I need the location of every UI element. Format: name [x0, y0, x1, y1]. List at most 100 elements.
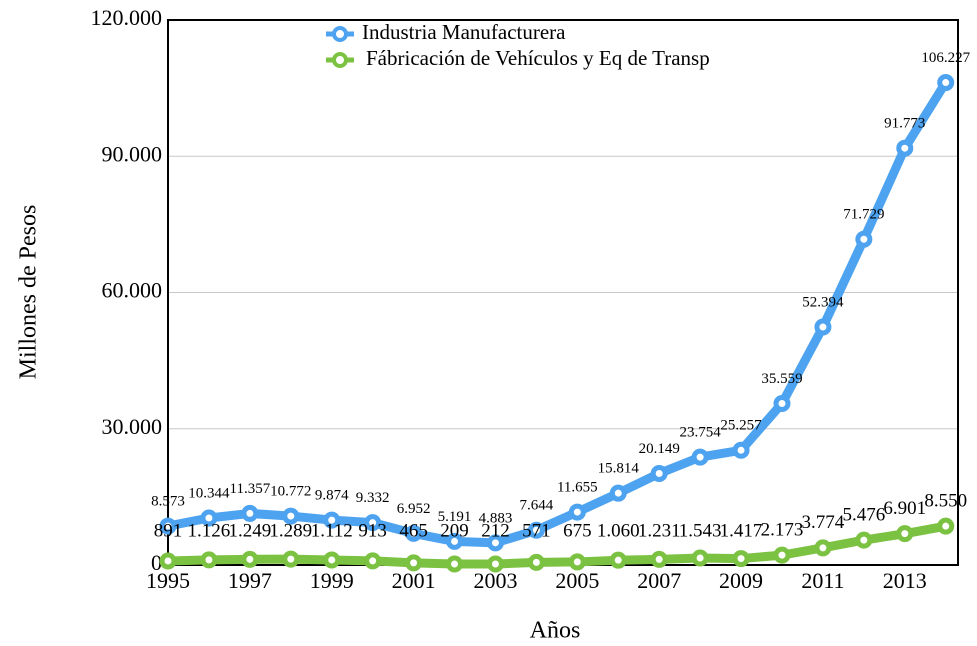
data-label: 35.559 [761, 371, 802, 387]
data-label: 9.332 [356, 490, 390, 506]
data-label: 8.573 [151, 494, 185, 510]
data-label: 913 [358, 520, 387, 541]
data-point [609, 484, 627, 502]
x-tick-label: 2001 [392, 568, 436, 593]
y-tick-label: 60.000 [102, 278, 163, 303]
data-point [855, 531, 873, 549]
y-tick-label: 0 [151, 550, 162, 575]
data-point [691, 448, 709, 466]
data-point [568, 553, 586, 571]
x-tick-label: 2005 [555, 568, 599, 593]
data-label: 2.173 [761, 519, 804, 540]
data-label: 11.655 [557, 480, 598, 496]
data-point [773, 546, 791, 564]
data-point [937, 517, 955, 535]
data-label: 891 [154, 520, 183, 541]
data-label: 20.149 [639, 441, 680, 457]
y-tick-label: 120.000 [91, 5, 163, 30]
data-label: 52.394 [802, 294, 844, 310]
data-point [814, 318, 832, 336]
data-point [323, 511, 341, 529]
data-point [855, 230, 873, 248]
data-point [486, 534, 504, 552]
data-point [200, 551, 218, 569]
data-point [773, 395, 791, 413]
data-label: 3.774 [802, 512, 845, 533]
legend-label: Fábricación de Vehículos y Eq de Transp [366, 46, 710, 70]
data-label: 106.227 [921, 50, 970, 66]
data-point [732, 441, 750, 459]
data-label: 8.550 [924, 491, 967, 512]
x-tick-label: 1997 [228, 568, 272, 593]
data-point [896, 525, 914, 543]
data-label: 6.901 [883, 498, 926, 519]
data-label: 25.257 [720, 418, 762, 434]
legend-label: Industria Manufacturera [362, 20, 566, 44]
x-tick-label: 1999 [310, 568, 354, 593]
data-label: 1.543 [679, 520, 722, 541]
data-point [732, 550, 750, 568]
data-label: 675 [563, 520, 592, 541]
data-point [568, 503, 586, 521]
data-label: 15.814 [598, 461, 640, 477]
data-label: 4.883 [479, 510, 513, 526]
data-label: 571 [522, 520, 551, 541]
data-label: 10.344 [188, 485, 230, 501]
data-label: 7.644 [520, 498, 554, 514]
data-point [896, 139, 914, 157]
data-label: 6.952 [397, 501, 431, 517]
data-label: 5.476 [842, 504, 885, 525]
data-point [241, 504, 259, 522]
data-label: 1.060 [597, 520, 640, 541]
y-tick-label: 30.000 [102, 414, 163, 439]
data-label: 10.772 [270, 484, 311, 500]
data-label: 1.112 [311, 520, 353, 541]
data-point [814, 539, 832, 557]
data-point [405, 554, 423, 572]
data-point [200, 509, 218, 527]
data-label: 1.126 [188, 520, 231, 541]
data-label: 11.357 [230, 481, 271, 497]
data-point [323, 551, 341, 569]
x-tick-label: 2007 [637, 568, 681, 593]
data-label: 5.191 [438, 509, 472, 525]
data-label: 1.417 [720, 520, 763, 541]
data-label: 9.874 [315, 488, 349, 504]
data-point [691, 549, 709, 567]
data-point [609, 551, 627, 569]
data-label: 1.289 [269, 520, 312, 541]
data-label: 71.729 [843, 207, 884, 223]
x-tick-label: 2009 [719, 568, 763, 593]
data-point [486, 555, 504, 573]
x-tick-label: 2011 [801, 568, 844, 593]
y-tick-label: 90.000 [102, 141, 163, 166]
data-point [527, 553, 545, 571]
series-line [167, 80, 950, 548]
x-axis-label: Años [530, 618, 581, 644]
data-point [364, 514, 382, 532]
data-point [241, 550, 259, 568]
x-tick-label: 1995 [146, 568, 190, 593]
data-label: 1.231 [638, 520, 681, 541]
data-point [937, 74, 955, 92]
y-axis-label: Millones de Pesos [16, 205, 42, 380]
data-point [446, 555, 464, 573]
data-point [364, 552, 382, 570]
data-point [527, 521, 545, 539]
legend-marker [332, 52, 348, 68]
data-label: 212 [481, 520, 510, 541]
data-point [650, 464, 668, 482]
data-point [282, 507, 300, 525]
data-point [446, 532, 464, 550]
data-label: 23.754 [679, 425, 721, 441]
data-label: 91.773 [884, 116, 925, 132]
data-label: 465 [399, 520, 428, 541]
data-point [405, 524, 423, 542]
data-point [159, 552, 177, 570]
data-label: 209 [440, 520, 469, 541]
data-label: 1.249 [228, 520, 271, 541]
x-tick-label: 2013 [883, 568, 927, 593]
data-point [650, 550, 668, 568]
data-point [159, 517, 177, 535]
